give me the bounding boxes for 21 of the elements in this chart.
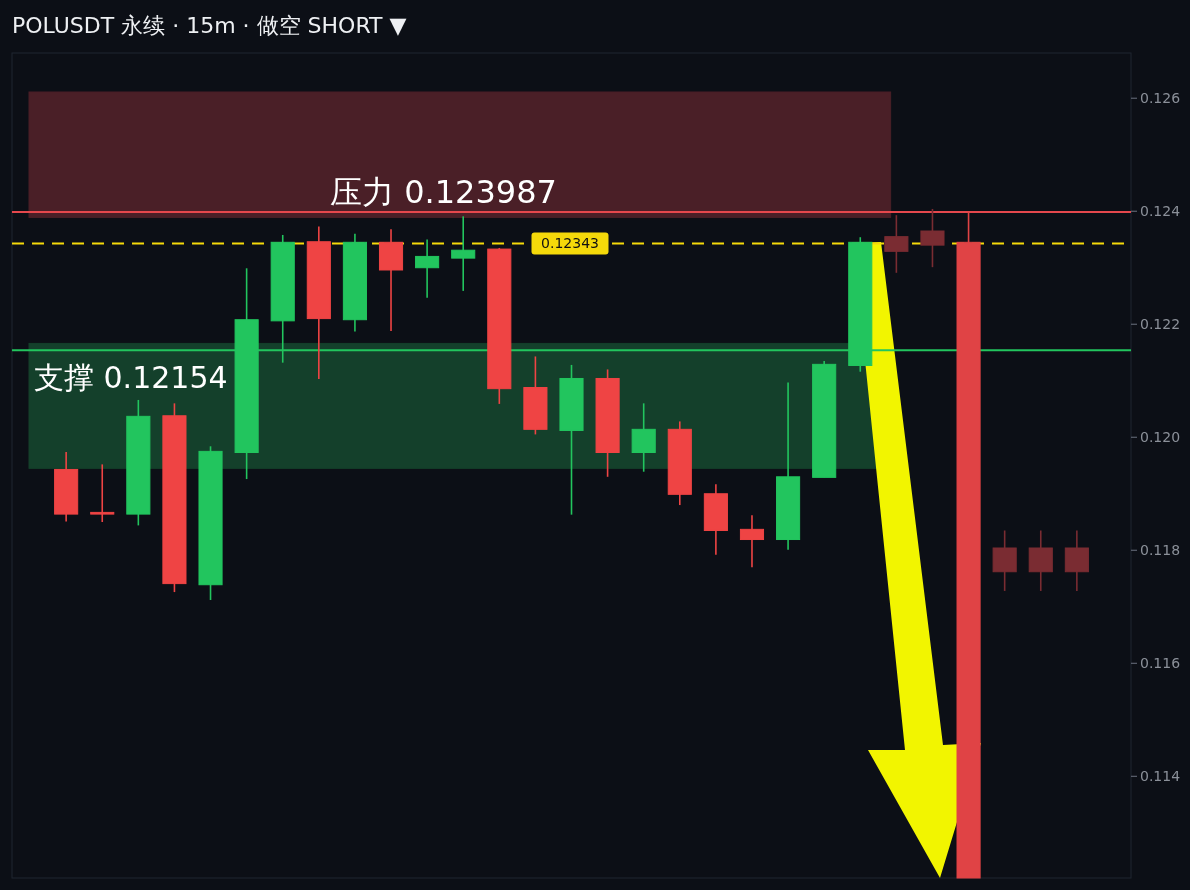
y-tick-label: 0.124 (1140, 203, 1181, 220)
chart-title: POLUSDT 永续 · 15m · 做空 SHORT ▼ (12, 13, 407, 38)
y-tick-label: 0.116 (1140, 655, 1181, 672)
ref-line-label: 0.12343 (541, 235, 599, 252)
y-tick-label: 0.120 (1140, 429, 1181, 446)
candlestick (90, 463, 115, 523)
candlestick (451, 215, 476, 292)
candlestick (992, 529, 1017, 592)
y-tick-label: 0.122 (1140, 316, 1181, 333)
candlestick (1064, 529, 1089, 592)
ref-line-label: 支撑 0.12154 (34, 360, 228, 396)
y-tick-label: 0.126 (1140, 90, 1181, 107)
candlestick (631, 402, 656, 473)
candlestick (884, 214, 909, 274)
y-tick-label: 0.118 (1140, 542, 1181, 559)
candlestick (739, 514, 765, 569)
candlestick (920, 208, 945, 268)
y-tick-label: 0.114 (1140, 768, 1181, 785)
candlestick (415, 238, 440, 299)
candlestick (1028, 529, 1053, 592)
ref-line-label: 压力 0.123987 (330, 172, 557, 211)
